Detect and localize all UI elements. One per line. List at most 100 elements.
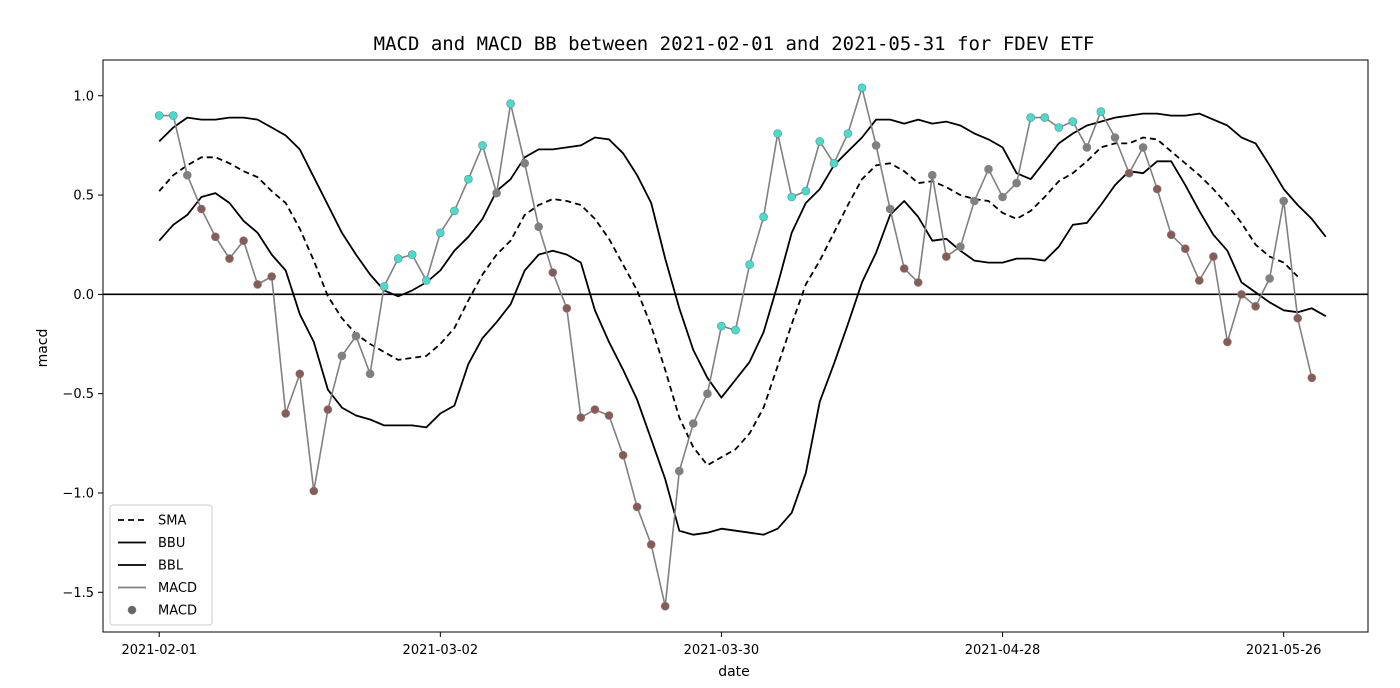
macd-marker	[1138, 143, 1148, 152]
macd-marker	[253, 280, 262, 289]
macd-marker	[323, 405, 333, 414]
macd-marker	[632, 502, 642, 512]
macd-marker	[1068, 117, 1078, 126]
macd-marker	[534, 222, 544, 232]
plot-series-group	[103, 83, 1368, 611]
macd-marker	[731, 325, 740, 335]
macd-marker	[435, 228, 445, 238]
macd-marker	[590, 405, 600, 414]
macd-marker	[703, 389, 712, 399]
macd-marker	[674, 466, 684, 476]
series-line-sma	[158, 136, 1299, 467]
macd-marker	[1124, 168, 1134, 178]
macd-marker	[169, 111, 178, 120]
macd-marker	[154, 111, 164, 120]
y-tick-label: −1.5	[62, 586, 94, 601]
macd-marker	[281, 409, 291, 418]
macd-marker	[618, 450, 628, 460]
macd-marker	[956, 242, 965, 251]
macd-marker	[941, 252, 951, 261]
macd-marker	[337, 351, 347, 361]
x-tick-label: 2021-04-28	[965, 643, 1041, 658]
macd-marker	[211, 232, 220, 242]
plot-area	[103, 83, 1368, 611]
macd-marker	[717, 321, 726, 331]
macd-marker	[1195, 276, 1204, 285]
axes: 1.0 0.5 0.0 −0.5 −1.0 −1.5 2021-02-01 2021-03-0…	[62, 59, 1369, 658]
macd-marker	[1265, 274, 1274, 283]
chart-title: MACD and MACD BB between 2021-02-01 and …	[374, 33, 1095, 55]
macd-marker	[1293, 313, 1302, 323]
macd-marker	[365, 369, 375, 379]
macd-marker	[998, 192, 1007, 202]
macd-marker	[1279, 196, 1288, 206]
macd-marker	[773, 129, 783, 138]
legend-label: BBL	[158, 559, 184, 574]
macd-marker	[1152, 184, 1162, 194]
macd-marker	[197, 204, 206, 214]
macd-marker	[604, 411, 614, 420]
x-tick-label: 2021-03-02	[403, 643, 479, 658]
x-tick-label: 2021-05-26	[1246, 643, 1322, 658]
macd-marker	[829, 159, 839, 168]
macd-marker	[1040, 113, 1049, 122]
plot-frame	[102, 59, 1369, 633]
macd-marker	[1012, 178, 1021, 188]
macd-marker	[927, 170, 937, 180]
macd-marker	[1251, 301, 1260, 311]
macd-marker	[899, 264, 909, 273]
macd-marker	[1096, 107, 1106, 116]
y-axis-label: macd	[35, 329, 51, 368]
legend: SMA BBU BBL MACD MACD	[109, 504, 213, 626]
x-axis-label: date	[718, 664, 750, 680]
y-tick-label: 0.5	[73, 189, 94, 204]
y-tick-label: 0.0	[73, 288, 94, 303]
macd-marker	[801, 186, 811, 196]
macd-marker	[520, 159, 530, 168]
macd-marker	[1054, 123, 1064, 132]
macd-marker	[267, 272, 277, 281]
x-tick-label: 2021-02-01	[121, 643, 197, 658]
macd-marker	[1223, 337, 1232, 347]
macd-marker	[660, 601, 670, 611]
macd-marker	[871, 141, 881, 150]
macd-marker	[970, 196, 979, 206]
macd-marker	[759, 212, 768, 222]
macd-marker	[548, 268, 558, 277]
macd-marker	[984, 164, 993, 174]
macd-marker	[1166, 230, 1176, 240]
legend-label: MACD	[158, 581, 197, 596]
macd-marker	[183, 170, 192, 180]
legend-label: MACD	[158, 604, 197, 619]
macd-marker	[379, 282, 389, 291]
macd-marker	[239, 236, 248, 245]
macd-marker	[1026, 113, 1035, 122]
macd-marker	[309, 486, 319, 496]
x-tick-label: 2021-03-30	[684, 643, 760, 658]
macd-marker	[688, 419, 698, 428]
y-tick-label: −1.0	[62, 486, 94, 501]
macd-marker	[885, 204, 895, 214]
macd-marker	[562, 303, 572, 313]
legend-label: BBU	[158, 536, 185, 551]
macd-marker	[506, 99, 515, 108]
macd-marker	[295, 369, 305, 379]
y-tick-label: −0.5	[62, 387, 94, 402]
macd-marker	[1307, 373, 1317, 383]
macd-marker	[843, 129, 853, 138]
macd-marker	[421, 276, 431, 285]
legend-swatch-marker	[127, 605, 137, 615]
macd-markers	[154, 83, 1317, 611]
series-line-macd	[159, 87, 1313, 608]
macd-marker	[787, 192, 797, 202]
y-tick-label: 1.0	[73, 89, 94, 104]
macd-marker	[1082, 143, 1092, 152]
macd-marker	[450, 206, 459, 216]
macd-marker	[407, 250, 417, 259]
macd-marker	[745, 260, 754, 269]
legend-box	[109, 504, 213, 626]
macd-marker	[464, 174, 473, 184]
macd-marker	[478, 141, 487, 150]
